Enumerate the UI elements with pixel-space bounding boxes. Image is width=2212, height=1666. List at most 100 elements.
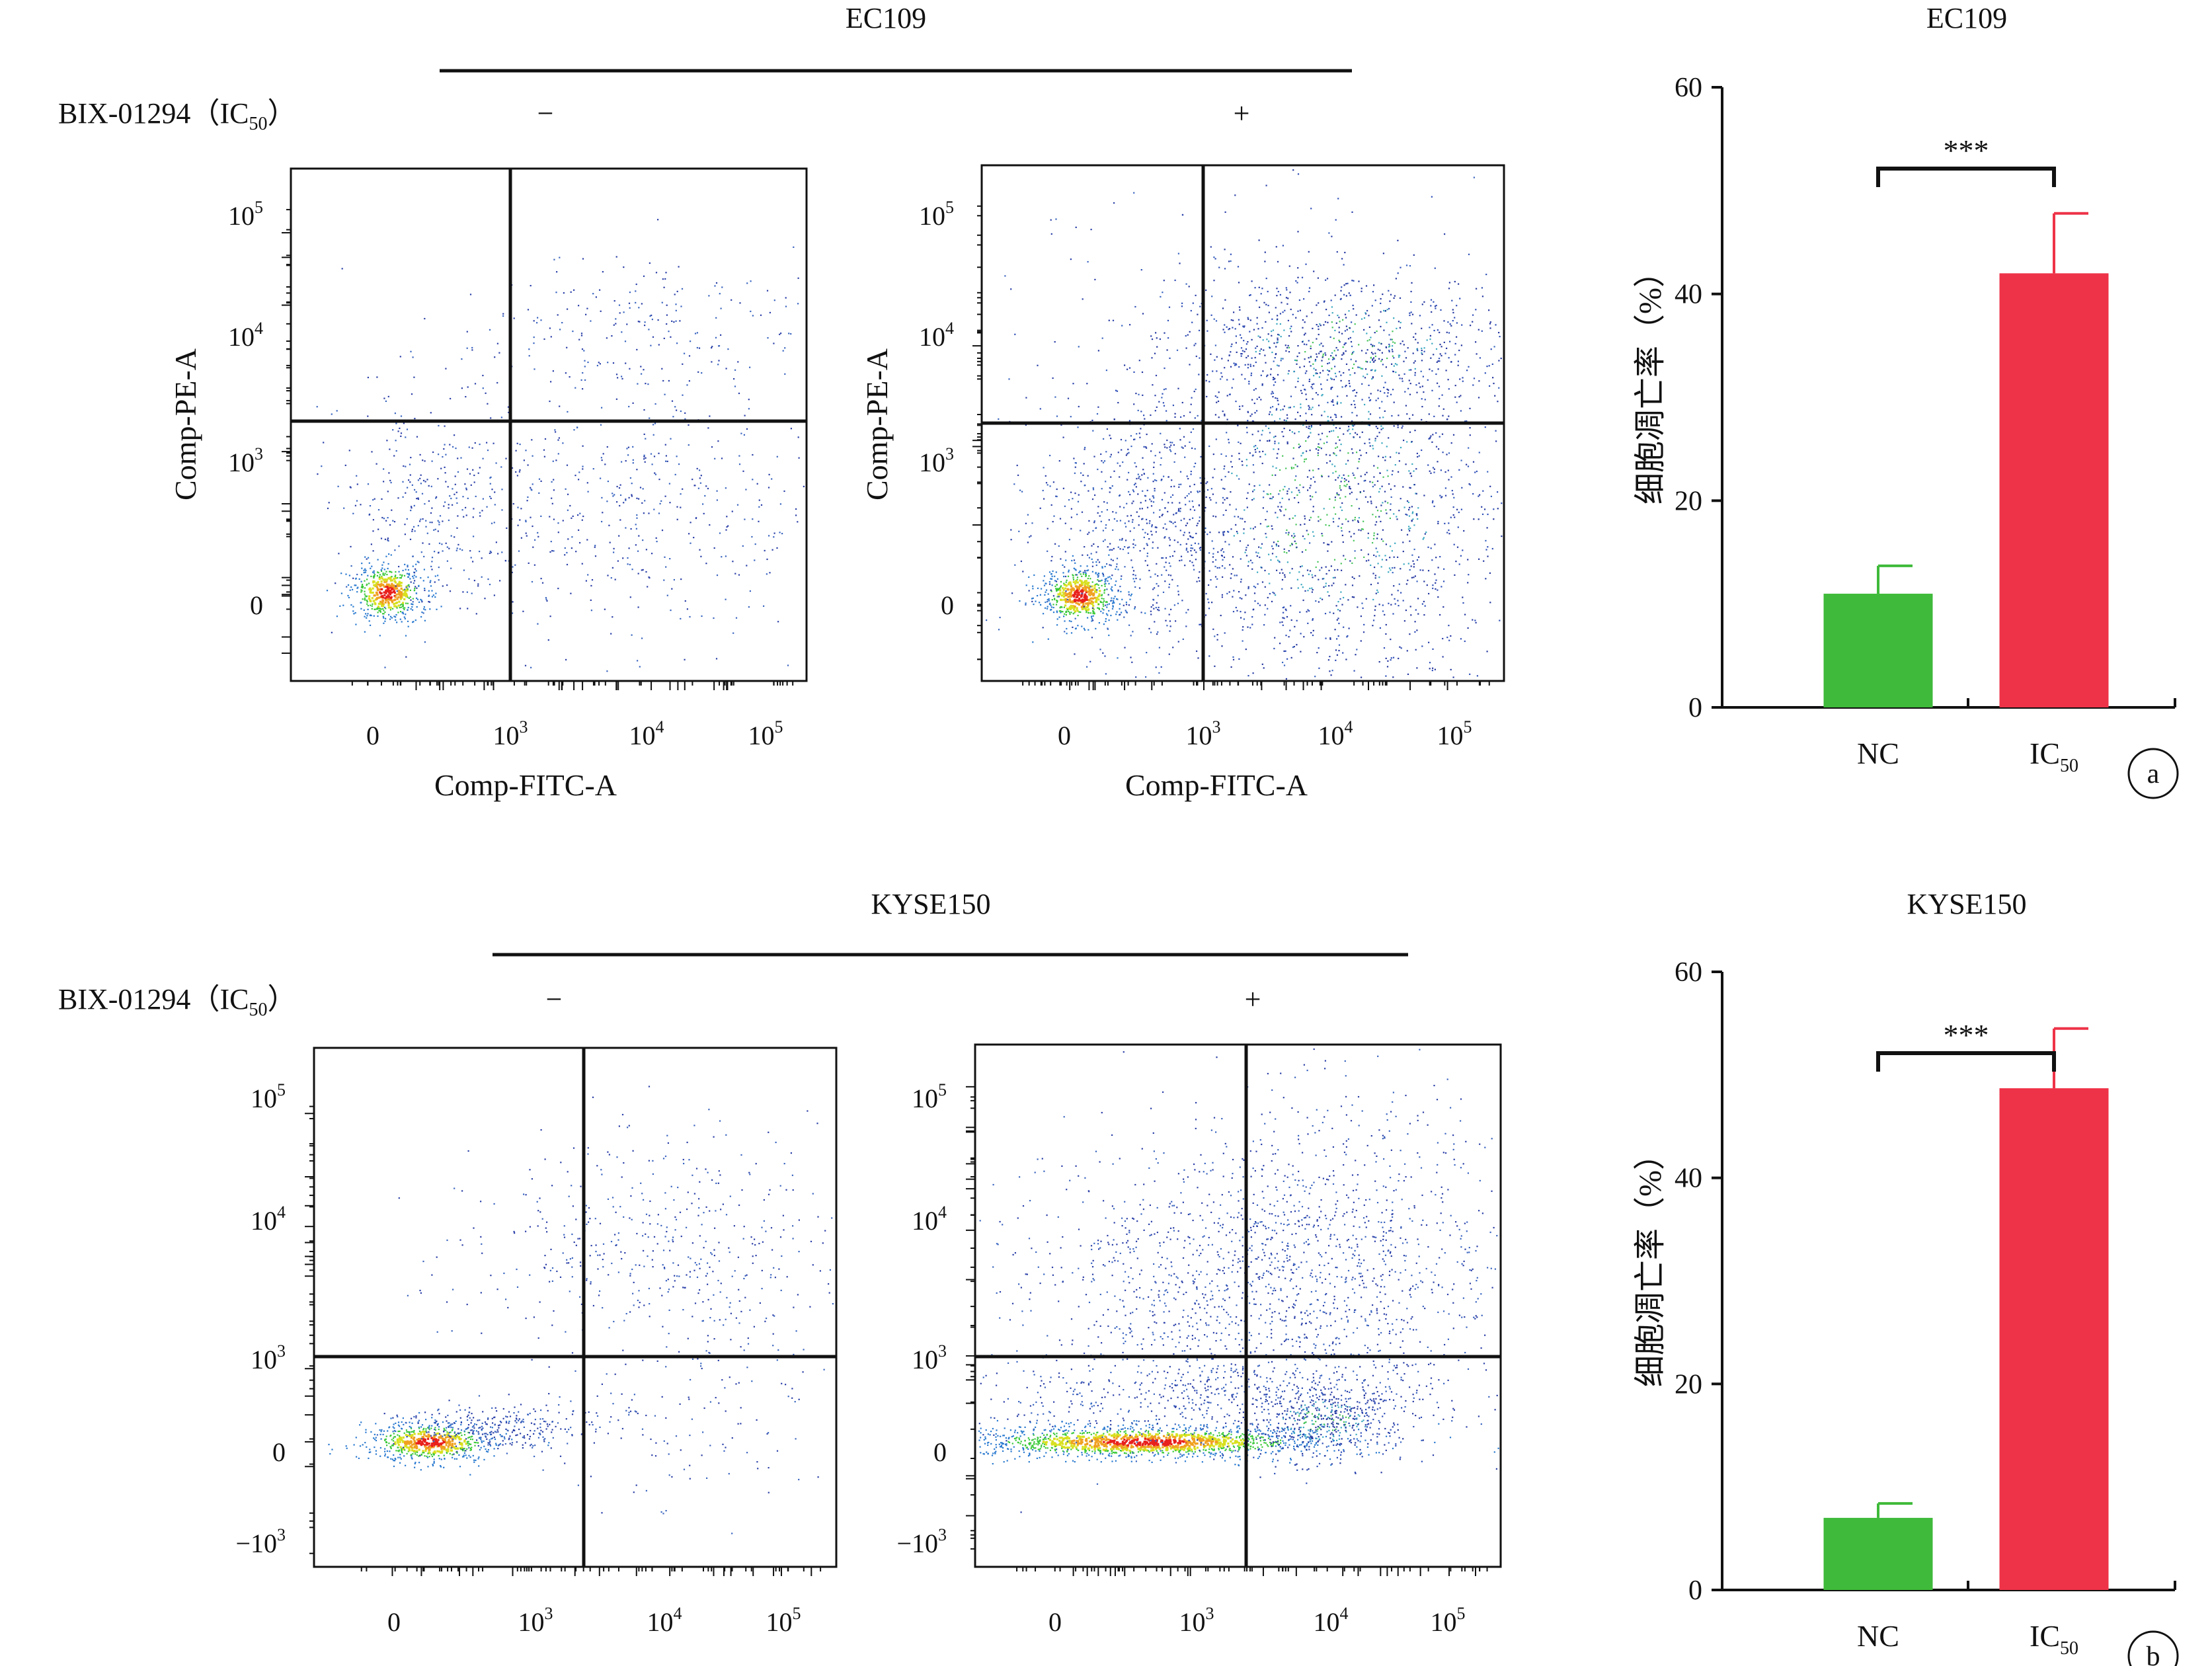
event-dot xyxy=(366,578,368,580)
event-dot xyxy=(1313,535,1315,537)
event-dot xyxy=(1224,465,1226,467)
event-dot xyxy=(1370,584,1372,586)
event-dot xyxy=(1095,591,1098,594)
event-dot xyxy=(402,589,405,592)
event-dot xyxy=(1397,590,1399,592)
event-dot xyxy=(391,601,394,604)
event-dot xyxy=(411,528,413,530)
event-dot xyxy=(562,520,564,522)
event-dot xyxy=(1295,543,1297,545)
event-dot xyxy=(1181,600,1183,602)
event-dot xyxy=(585,580,587,582)
event-dot xyxy=(1298,444,1300,446)
event-dot xyxy=(1380,566,1382,568)
treatment-minus-a: − xyxy=(537,97,554,130)
event-dot xyxy=(1397,424,1399,426)
event-dot xyxy=(1081,592,1083,594)
event-dot xyxy=(1423,301,1425,303)
event-dot xyxy=(1022,571,1024,573)
event-dot xyxy=(1267,493,1269,495)
event-dot xyxy=(1271,553,1274,555)
event-dot xyxy=(1334,465,1336,467)
event-dot xyxy=(1180,520,1182,522)
event-dot xyxy=(748,408,750,410)
event-dot xyxy=(636,348,638,350)
event-dot xyxy=(1271,545,1273,547)
event-dot xyxy=(416,598,418,600)
event-dot xyxy=(1249,452,1251,454)
event-dot xyxy=(1316,338,1318,340)
event-dot xyxy=(350,545,352,547)
event-dot xyxy=(1051,599,1053,601)
event-dot xyxy=(442,520,444,522)
event-dot xyxy=(502,315,504,317)
event-dot xyxy=(1327,420,1329,422)
event-dot xyxy=(1417,507,1419,509)
event-dot xyxy=(647,586,649,588)
event-dot xyxy=(1282,311,1284,313)
event-dot xyxy=(1073,594,1076,596)
event-dot xyxy=(1353,474,1355,476)
event-dot xyxy=(1372,541,1374,544)
event-dot xyxy=(1466,370,1468,372)
event-dot xyxy=(1462,602,1464,604)
event-dot xyxy=(1277,260,1279,262)
event-dot xyxy=(1169,442,1171,444)
event-dot xyxy=(1411,282,1413,284)
event-dot xyxy=(405,602,407,604)
event-dot xyxy=(1154,455,1156,457)
event-dot xyxy=(1199,329,1201,331)
event-dot xyxy=(1380,360,1382,362)
event-dot xyxy=(1190,473,1192,475)
event-dot xyxy=(1306,426,1308,428)
event-dot xyxy=(1133,484,1136,486)
event-dot xyxy=(1398,374,1400,376)
event-dot xyxy=(1108,582,1110,584)
event-dot xyxy=(1226,395,1228,397)
event-dot xyxy=(1398,452,1400,454)
event-dot xyxy=(371,608,373,610)
event-dot xyxy=(743,434,745,436)
event-dot xyxy=(416,587,418,589)
event-dot xyxy=(1322,535,1323,537)
event-dot xyxy=(1353,425,1355,427)
event-dot xyxy=(1351,403,1353,406)
event-dot xyxy=(1252,464,1254,466)
event-dot xyxy=(688,355,691,357)
event-dot xyxy=(645,549,647,551)
event-dot xyxy=(1317,452,1319,454)
event-dot xyxy=(1151,338,1154,340)
event-dot xyxy=(407,569,409,571)
event-dot xyxy=(1337,436,1339,438)
event-dot xyxy=(437,478,439,480)
event-dot xyxy=(382,573,384,575)
event-dot xyxy=(1367,553,1369,555)
event-dot xyxy=(1270,407,1272,409)
event-dot xyxy=(1028,576,1030,578)
event-dot xyxy=(1278,493,1280,495)
event-dot xyxy=(366,583,368,585)
event-dot xyxy=(732,632,734,634)
event-dot xyxy=(466,347,468,349)
event-dot xyxy=(1435,305,1437,307)
event-dot xyxy=(1414,372,1416,374)
event-dot xyxy=(1306,476,1309,478)
event-dot xyxy=(388,590,391,592)
event-dot xyxy=(1212,370,1214,372)
event-dot xyxy=(1085,573,1087,575)
event-dot xyxy=(986,619,988,621)
event-dot xyxy=(430,412,432,414)
event-dot xyxy=(1364,496,1366,498)
event-dot xyxy=(1069,601,1072,604)
event-dot xyxy=(1226,418,1228,420)
event-dot xyxy=(443,505,445,507)
event-dot xyxy=(1191,447,1193,450)
event-dot xyxy=(1146,433,1148,436)
event-dot xyxy=(1295,280,1297,282)
event-dot xyxy=(1055,588,1057,590)
event-dot xyxy=(487,450,489,452)
event-dot xyxy=(766,573,768,575)
event-dot xyxy=(1469,427,1471,429)
event-dot xyxy=(378,588,381,591)
event-dot xyxy=(395,614,397,616)
